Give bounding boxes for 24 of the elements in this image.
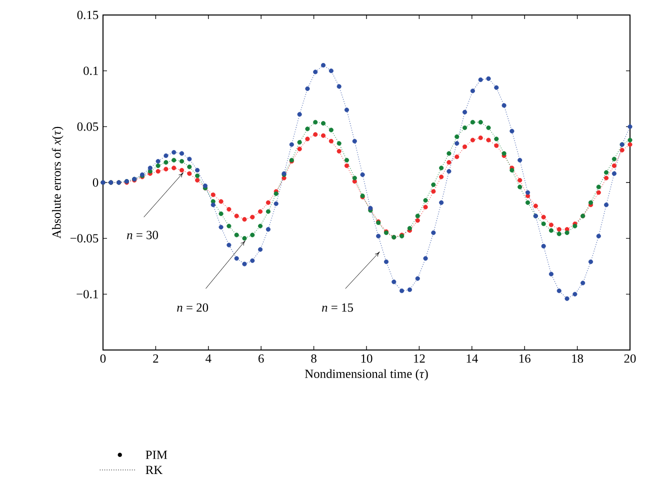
x-tick-label: 12	[414, 354, 425, 363]
x-tick-label: 18	[572, 354, 584, 363]
y-tick-label: 0	[92, 178, 98, 187]
annotation: n = 15	[322, 303, 353, 312]
x-tick-label: 14	[466, 354, 478, 363]
x-tick-label: 10	[361, 354, 372, 363]
y-tick-label: −0.1	[76, 290, 98, 298]
x-tick-label: 20	[624, 354, 636, 363]
x-tick-label: 2	[153, 354, 158, 363]
annotation: n = 30	[127, 230, 158, 240]
x-axis-title: Nondimensional time (τ)	[304, 369, 428, 381]
x-tick-label: 0	[100, 354, 106, 363]
y-tick-label: −0.05	[70, 234, 98, 243]
annotation: n = 20	[177, 303, 208, 312]
x-tick-label: 8	[311, 354, 316, 363]
x-tick-label: 6	[258, 354, 264, 363]
text: PIM	[146, 450, 168, 459]
text: RK	[146, 466, 163, 474]
y-tick-label: 0.15	[77, 10, 98, 20]
y-tick-label: 0.1	[84, 66, 98, 76]
x-tick-label: 4	[206, 354, 212, 363]
y-axis-title: Absolute errors of x(τ)	[52, 126, 64, 239]
y-tick-label: 0.05	[77, 122, 98, 131]
x-tick-label: 16	[519, 354, 530, 363]
